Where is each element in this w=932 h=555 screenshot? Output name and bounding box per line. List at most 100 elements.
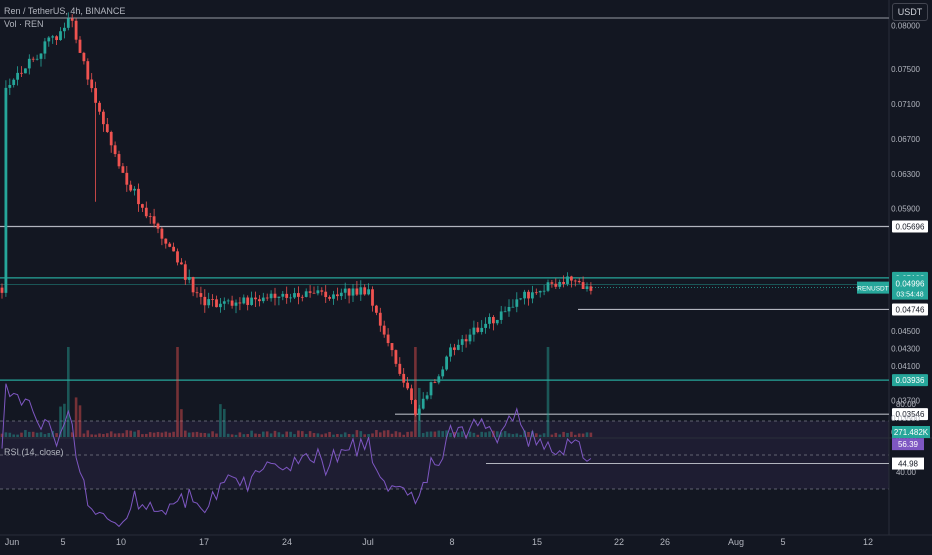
volume-bar	[106, 433, 109, 437]
volume-bar	[355, 430, 359, 437]
current-price-label: 0.04996	[896, 280, 925, 289]
volume-bar	[133, 431, 136, 437]
volume-bar	[441, 431, 444, 437]
volume-bar	[109, 431, 113, 437]
volume-bar	[332, 434, 335, 437]
volume-bar	[141, 434, 144, 437]
candle-body	[359, 287, 363, 295]
time-tick-label: 22	[614, 537, 624, 547]
volume-bar	[39, 432, 43, 437]
volume-bar	[468, 431, 472, 437]
volume-bar	[258, 433, 261, 437]
volume-bar	[207, 433, 210, 437]
time-tick-label: Aug	[728, 537, 744, 547]
price-tick-label: 0.04500	[891, 327, 920, 336]
volume-bar	[304, 433, 308, 437]
volume-bar	[297, 430, 300, 437]
volume-bar	[343, 432, 347, 437]
candle-countdown-label: 03:54:48	[896, 292, 923, 299]
volume-bar	[566, 432, 569, 437]
candle-body	[371, 289, 374, 306]
candle-body	[464, 339, 468, 342]
volume-bar	[117, 433, 121, 437]
candle-body	[180, 262, 183, 265]
candle-body	[289, 297, 292, 299]
time-tick-label: 15	[532, 537, 542, 547]
volume-bar	[55, 433, 58, 437]
volume-bar	[78, 405, 82, 437]
symbol-legend: Ren / TetherUS, 4h, BINANCE	[4, 6, 126, 16]
candle-body	[468, 334, 472, 342]
candle-body	[300, 296, 304, 298]
volume-bar	[20, 432, 23, 437]
volume-bar	[570, 431, 573, 437]
candle-body	[168, 243, 172, 247]
candle-body	[402, 373, 406, 383]
candle-body	[254, 297, 257, 300]
candle-body	[562, 281, 565, 284]
volume-bar	[320, 434, 324, 437]
volume-bar	[301, 431, 304, 437]
candle-body	[43, 41, 47, 54]
volume-bar	[242, 434, 246, 437]
volume-bar	[433, 431, 437, 437]
volume-bar	[152, 432, 156, 437]
volume-bar	[449, 432, 452, 437]
candle-body	[148, 216, 152, 218]
volume-bar	[316, 433, 320, 437]
volume-bar	[577, 433, 581, 437]
candle-body	[534, 292, 538, 294]
candle-body	[269, 293, 273, 299]
volume-bar	[480, 431, 483, 437]
volume-bar	[457, 432, 460, 437]
candle-body	[113, 145, 117, 155]
candle-body	[347, 288, 351, 296]
volume-bar	[285, 431, 288, 437]
volume-bar	[269, 433, 273, 437]
candle-body	[8, 84, 12, 88]
volume-bar	[390, 433, 394, 437]
candle-body	[495, 319, 499, 324]
volume-bar	[328, 431, 331, 437]
candle-body	[102, 111, 105, 125]
candle-body	[63, 27, 66, 32]
volume-bar	[250, 430, 253, 437]
volume-bar	[47, 433, 51, 437]
candle-body	[293, 293, 296, 298]
candle-body	[207, 299, 211, 306]
volume-bar	[82, 433, 86, 437]
currency-button[interactable]: USDT	[892, 3, 928, 21]
volume-bar	[148, 432, 152, 437]
volume-bar	[507, 433, 511, 437]
rsi-line	[1, 383, 592, 528]
volume-bar	[59, 406, 62, 437]
candle-body	[433, 382, 437, 383]
candle-body	[456, 344, 460, 350]
candle-body	[515, 299, 519, 307]
volume-bar	[137, 430, 140, 437]
candle-body	[332, 294, 335, 299]
rsi-tick-label: 40.00	[896, 468, 917, 477]
volume-bar	[386, 430, 390, 437]
candle-body	[507, 307, 511, 312]
volume-bar	[511, 434, 515, 437]
candle-body	[382, 325, 386, 335]
volume-bar	[503, 431, 507, 437]
candle-body	[160, 228, 164, 239]
level-price-label: 0.03936	[896, 376, 925, 385]
candle-body	[484, 323, 487, 328]
volume-bar	[472, 432, 476, 437]
candle-body	[51, 36, 55, 38]
volume-bar	[324, 433, 327, 437]
candle-body	[246, 297, 250, 305]
candle-body	[425, 395, 429, 399]
candle-body	[558, 281, 562, 287]
level-price-label: 0.04746	[896, 305, 925, 314]
candle-body	[437, 376, 441, 383]
candle-body	[125, 172, 129, 185]
candle-body	[480, 327, 484, 332]
candle-body	[121, 166, 125, 173]
candle-body	[172, 246, 175, 252]
